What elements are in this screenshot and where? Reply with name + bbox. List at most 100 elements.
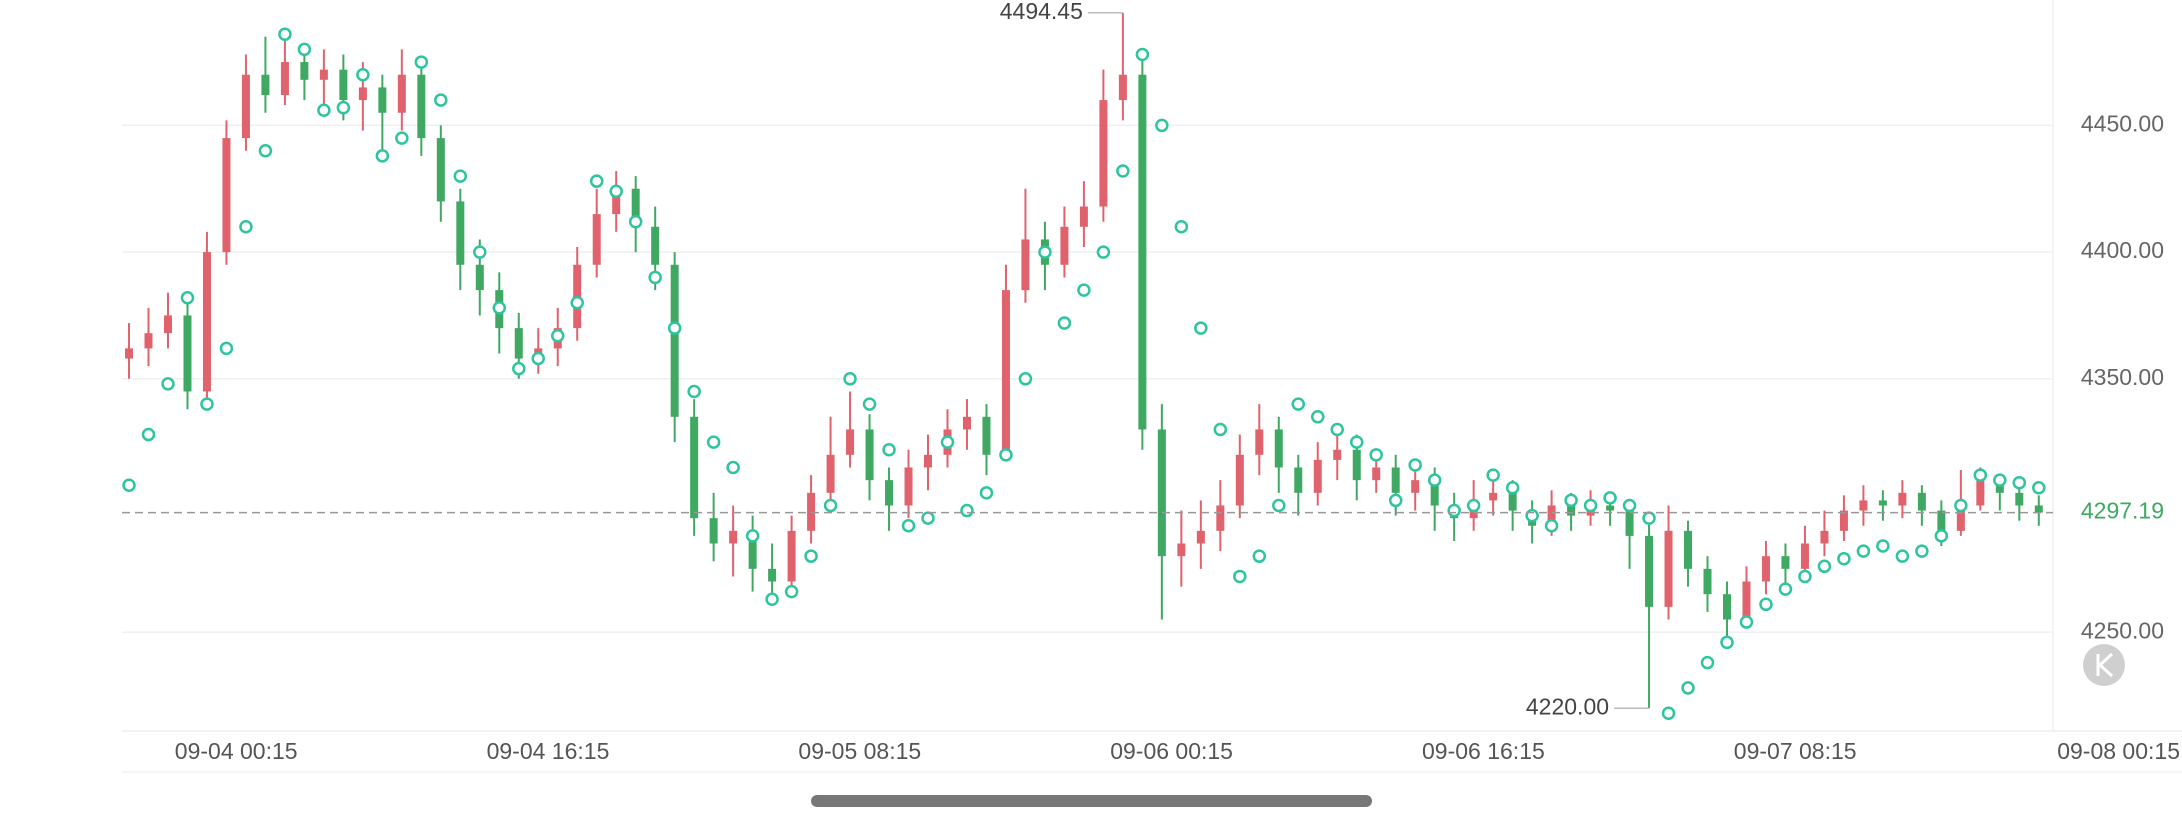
candle-body [1508,492,1517,511]
sar-dot [1155,118,1169,133]
sar-dot [1915,544,1929,558]
annotation-label: 4220.00 [1526,693,1609,719]
candle-body [1859,500,1868,511]
candle-body [436,138,445,202]
candle-body [1255,429,1264,455]
candle-body [1118,74,1127,101]
candle-body [1956,505,1965,531]
candle-body [1099,100,1108,207]
sar-dot [999,448,1013,462]
candle-body [1430,480,1439,506]
sar-dot [1837,551,1851,566]
sar-dot [1642,511,1656,525]
candle-body [1001,290,1010,455]
sar-dot [141,427,156,442]
sar-dot [1798,569,1812,584]
candle-body [1567,505,1576,516]
last-price-bg [2056,496,2182,529]
candle-body [2034,505,2043,513]
sar-dot [1135,47,1150,62]
candle-body [787,530,796,582]
button-circle [2083,644,2125,686]
sar-dot [1934,529,1949,543]
button-icon [2096,652,2114,678]
candle-body [651,226,660,265]
candle-body [1352,449,1361,481]
candle-body [748,530,757,569]
sar-dot [414,55,429,69]
sar-dot [1954,498,1968,513]
candle-body [1898,492,1907,506]
sar-dot [1817,559,1832,574]
x-tick-label: 09-04 16:15 [487,738,610,764]
sar-dot [531,351,546,366]
sar-dot [2012,475,2027,490]
sar-dot [258,144,273,158]
candle-body [2015,492,2024,506]
candle-body [1917,492,1926,511]
candle-body [222,138,231,253]
candle-body [475,264,484,291]
sar-dot [1096,245,1111,259]
sar-dot [1856,544,1871,558]
candle-body [924,454,933,468]
candle-body [1547,505,1556,526]
y-tick-label: 4350.00 [2081,364,2164,390]
candle-body [865,429,874,481]
sar-dot [1174,220,1189,234]
candle-body [280,62,289,96]
sar-dot [200,397,214,411]
sar-dot [823,498,838,513]
candle-body [807,492,816,531]
candle-body [1411,480,1420,493]
candle-body [1703,568,1712,595]
sar-dot [570,296,584,310]
candle-body [1489,492,1498,501]
candle-body [1333,449,1342,460]
candle-body [1196,530,1205,544]
sar-dot [180,290,195,305]
candle-body [183,315,192,392]
y-tick-label: 4400.00 [2081,237,2164,263]
candle-body [592,214,601,265]
candle-body [1645,535,1654,607]
sar-dot [784,584,799,599]
candle-body [1878,500,1887,506]
sar-dot [1291,397,1306,411]
sar-dot [628,214,643,229]
candle-body [1742,581,1751,620]
candle-body [1079,206,1088,227]
candle-body [631,188,640,227]
sar-dot [1603,491,1617,505]
sar-dot [1525,508,1539,523]
candle-body [378,87,387,113]
sar-dot [1349,435,1364,449]
sar-dot [1681,681,1695,695]
sar-dot [901,519,916,533]
sar-dot [122,478,136,492]
scrollbar[interactable] [811,795,1372,807]
sar-dot [1330,422,1344,437]
sar-dot [1057,316,1072,330]
candle-body [1684,530,1693,569]
candle-body [1060,226,1069,265]
sar-dot [356,67,370,82]
sar-dot [960,503,974,518]
x-tick-label: 09-05 08:15 [798,738,921,764]
candle-body [339,69,348,101]
candle-body [1820,530,1829,544]
sar-dot [745,529,760,543]
collapse-button[interactable] [2083,644,2125,686]
candle-body [261,74,270,96]
sar-dot [1311,410,1325,424]
last-price-label: 4297.19 [2081,498,2164,524]
candle-body [1216,505,1225,531]
sar-dot [1505,481,1520,495]
sar-dot [1564,493,1578,508]
candle-body [144,333,153,349]
sar-dot [1213,422,1228,437]
sar-dot [512,361,526,376]
candle-body [1313,459,1322,493]
sar-dot [1876,539,1890,553]
